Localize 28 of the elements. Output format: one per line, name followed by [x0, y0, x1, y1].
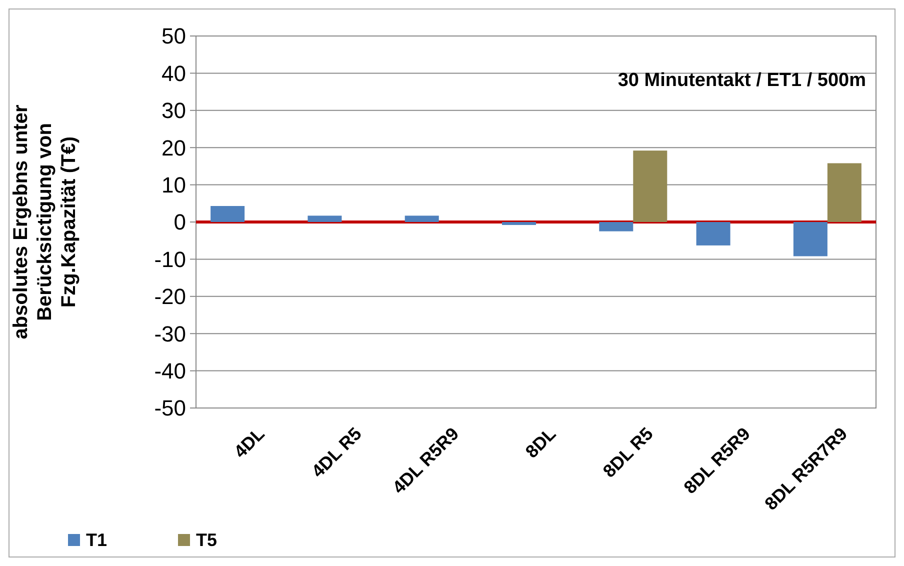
- bar: [827, 163, 862, 222]
- bar: [210, 206, 245, 222]
- bar: [404, 216, 439, 222]
- y-tick-label: -30: [154, 321, 186, 346]
- bar: [308, 216, 342, 222]
- x-tick-label: 4DL: [230, 424, 268, 462]
- y-tick-label: -10: [154, 246, 186, 272]
- x-tick-label: 4DL R5: [308, 424, 366, 482]
- annotation: 30 Minutentakt / ET1 / 500m: [618, 70, 866, 91]
- y-tick-label: 20: [162, 135, 186, 160]
- y-tick-label: 0: [174, 210, 186, 235]
- bar: [599, 222, 634, 232]
- y-tick-label: -50: [154, 396, 186, 421]
- bar: [502, 222, 536, 225]
- bar: [696, 222, 730, 246]
- y-tick-label: -20: [154, 284, 186, 310]
- x-tick-label: 8DL: [522, 424, 560, 462]
- legend-label: T1: [86, 530, 108, 550]
- y-tick-label: -40: [154, 358, 186, 384]
- y-tick-label: 40: [162, 60, 186, 86]
- y-tick-label: 50: [162, 24, 186, 49]
- legend-label: T5: [196, 530, 218, 550]
- bar: [793, 222, 828, 256]
- x-tick-label: 8DL R5: [599, 424, 657, 482]
- y-tick-label: 10: [162, 172, 186, 198]
- y-tick-label: 30: [162, 98, 186, 124]
- bar: [633, 150, 668, 222]
- y-axis-title: absolutes Ergebns unter Berücksictigung von Fzg.Kapazität (T€): [10, 104, 80, 340]
